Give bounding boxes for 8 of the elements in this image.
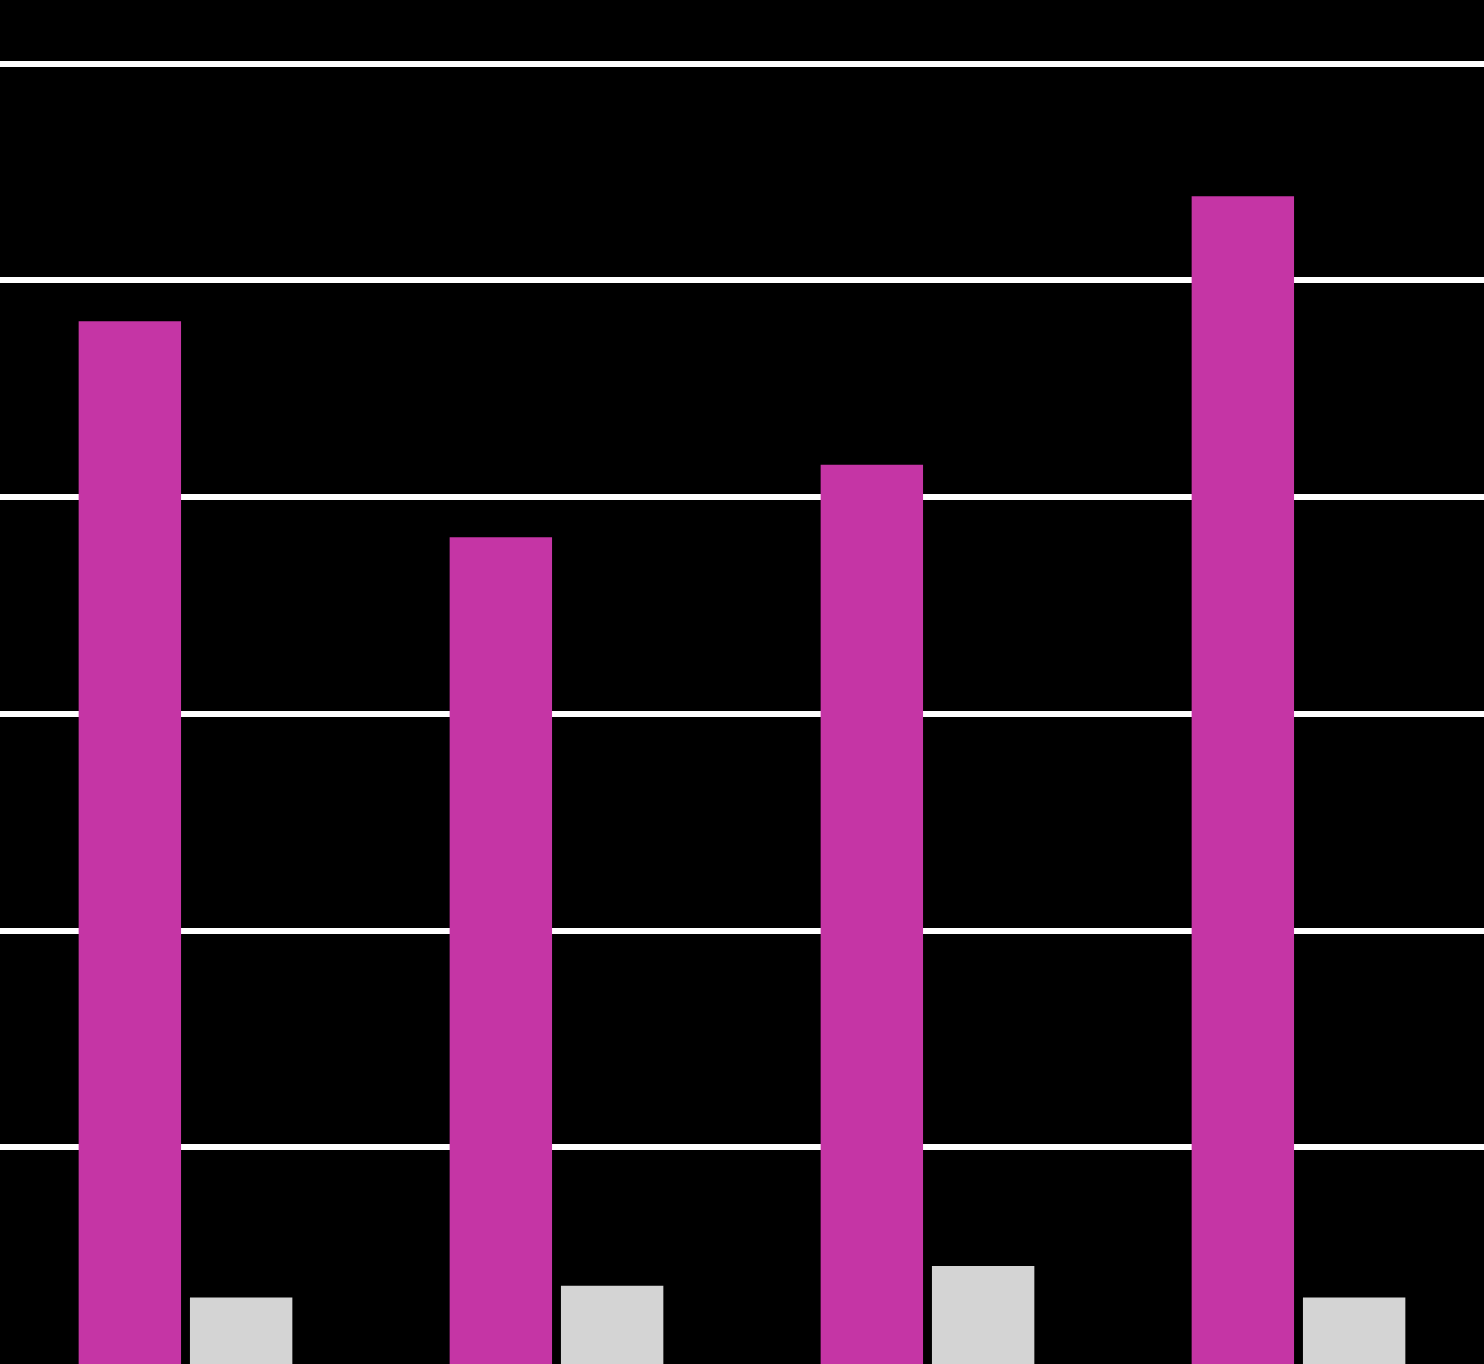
bar	[1302, 1297, 1406, 1364]
bar	[560, 1285, 664, 1364]
bar	[931, 1265, 1035, 1364]
bar	[78, 321, 182, 1364]
bar	[1191, 196, 1295, 1364]
bar	[820, 464, 924, 1364]
bar	[189, 1297, 293, 1364]
bar	[449, 537, 553, 1364]
